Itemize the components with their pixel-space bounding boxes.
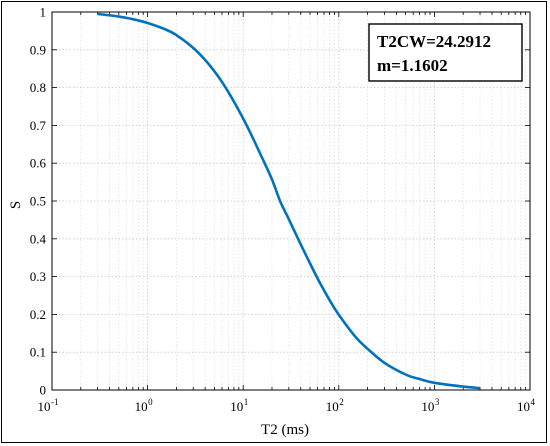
x-axis-label: T2 (ms) [261,422,309,438]
x-tick-label: 101 [230,397,248,414]
y-tick-label: 0.3 [30,269,46,284]
x-tick-label: 10-1 [38,397,59,414]
annotation-box: T2CW=24.2912 m=1.1602 [368,23,523,82]
x-tick-label: 104 [517,397,536,414]
y-tick-label: 0.1 [30,345,46,360]
y-tick-labels: 0 0.1 0.2 0.3 0.4 0.5 0.6 0.7 0.8 0.9 1 [30,5,47,398]
y-tick-label: 1 [40,5,47,20]
y-tick-label: 0.4 [30,231,47,246]
x-tick-label: 102 [326,397,344,414]
annotation-border [368,23,523,82]
y-tick-label: 0.8 [30,80,46,95]
series-line [97,12,481,390]
y-axis-label: S [8,201,24,209]
y-tick-label: 0.5 [30,194,46,209]
y-tick-label: 0.6 [30,156,47,171]
y-tick-label: 0.2 [30,307,46,322]
x-tick-labels: 10-1 100 101 102 103 104 [38,397,536,414]
x-tick-label: 100 [135,397,154,414]
annotation-line-2: m=1.1602 [377,56,448,75]
y-tick-label: 0.7 [30,118,47,133]
y-tick-label: 0 [40,383,47,398]
grid-lines [52,12,530,390]
y-tick-label: 0.9 [30,42,46,57]
annotation-line-1: T2CW=24.2912 [377,32,491,51]
axis-ticks [52,11,530,391]
x-tick-label: 103 [421,397,440,414]
